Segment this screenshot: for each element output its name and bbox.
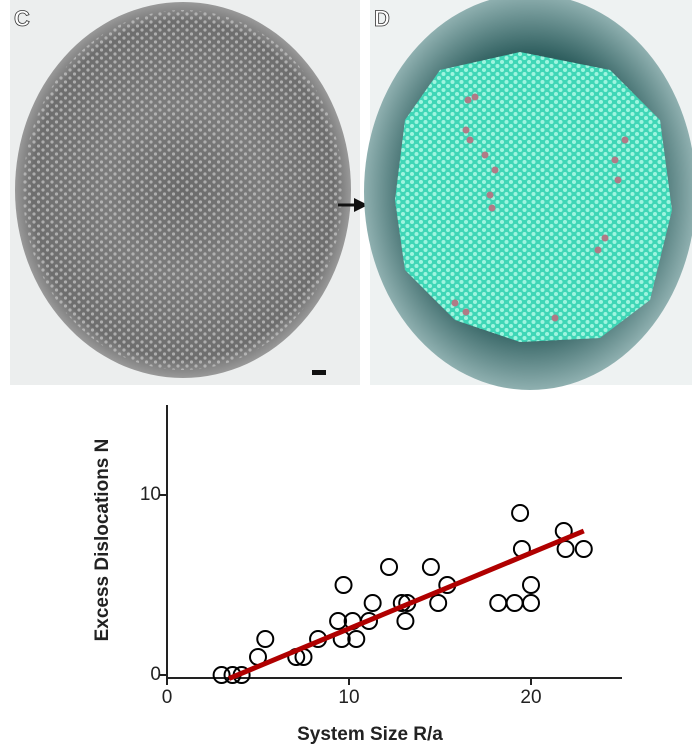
y-axis-label: Excess Dislocations N <box>92 439 113 642</box>
data-point <box>505 594 524 612</box>
x-tick-label: 10 <box>338 687 359 708</box>
data-point <box>421 558 440 576</box>
ordered-lattice <box>395 52 672 342</box>
crystal-lattice <box>23 10 343 370</box>
data-point <box>212 666 231 684</box>
x-tick-label: 20 <box>520 687 541 708</box>
data-point <box>574 540 593 558</box>
data-point <box>522 576 540 594</box>
arrow <box>338 198 368 212</box>
x-axis-label: System Size R/a <box>297 724 443 745</box>
data-point <box>329 612 348 630</box>
defects <box>451 93 629 322</box>
data-point <box>334 576 353 594</box>
data-point <box>256 630 275 648</box>
x-tick-label: 0 <box>162 687 173 708</box>
data-point <box>347 630 366 648</box>
data-point <box>363 594 382 612</box>
panel-d: D <box>364 0 692 390</box>
data-point <box>489 594 508 612</box>
y-tick-label: 0 <box>150 664 161 685</box>
fit-line <box>227 528 585 681</box>
data-point <box>511 504 530 522</box>
panel-label: C <box>14 6 30 31</box>
data-point <box>380 558 399 576</box>
scale-bar <box>312 370 326 375</box>
data-point <box>396 612 415 630</box>
data-point <box>429 594 448 612</box>
y-tick-label: 10 <box>140 484 161 505</box>
scatter-plot: 0 10 20 0 10 System Size R/a Excess Dislocatio… <box>92 405 622 745</box>
panel-label: D <box>374 6 390 31</box>
data-point <box>522 594 540 612</box>
panel-c: C <box>10 0 360 385</box>
